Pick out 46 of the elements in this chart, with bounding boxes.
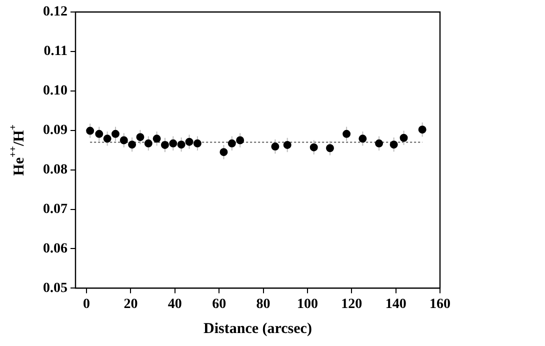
point	[111, 130, 120, 138]
x-axis-title: Distance (arcsec)	[204, 320, 312, 337]
point	[103, 134, 112, 143]
point	[152, 134, 161, 143]
point	[326, 144, 334, 152]
point	[177, 140, 186, 149]
x-tick-label: 140	[385, 297, 406, 312]
x-tick-label: 60	[212, 297, 226, 312]
x-tick-label: 80	[256, 297, 270, 312]
point	[310, 143, 318, 152]
point	[136, 133, 144, 142]
point	[271, 142, 280, 151]
point	[342, 130, 351, 138]
y-tick-label: 0.08	[43, 162, 68, 178]
y-tick-label: 0.12	[43, 4, 68, 20]
point	[228, 139, 236, 148]
point	[220, 148, 228, 156]
point	[418, 126, 426, 134]
point	[128, 140, 136, 149]
point	[120, 136, 128, 144]
x-tick-label: 40	[168, 297, 182, 312]
y-tick-label: 0.06	[43, 241, 68, 256]
point	[169, 139, 178, 148]
point	[236, 136, 244, 144]
point	[193, 139, 202, 148]
point	[86, 126, 94, 135]
y-axis-title: He++/H+	[8, 124, 28, 176]
y-tick-label: 0.11	[44, 44, 68, 60]
x-tick-label: 0	[83, 297, 90, 312]
x-tick-label: 20	[124, 297, 138, 312]
point	[144, 139, 152, 148]
point	[185, 138, 194, 146]
point	[390, 140, 398, 149]
point	[358, 134, 367, 143]
point	[375, 139, 384, 148]
x-tick-label: 160	[430, 297, 450, 312]
x-tick-label: 120	[341, 297, 362, 312]
point	[160, 140, 169, 149]
point	[400, 134, 408, 142]
y-tick-label: 0.10	[43, 84, 68, 99]
point	[95, 130, 104, 138]
y-tick-label: 0.07	[43, 202, 68, 217]
y-tick-label: 0.05	[43, 280, 68, 296]
x-tick-label: 100	[296, 297, 318, 312]
point	[283, 140, 292, 149]
y-tick-label: 0.09	[43, 122, 68, 138]
